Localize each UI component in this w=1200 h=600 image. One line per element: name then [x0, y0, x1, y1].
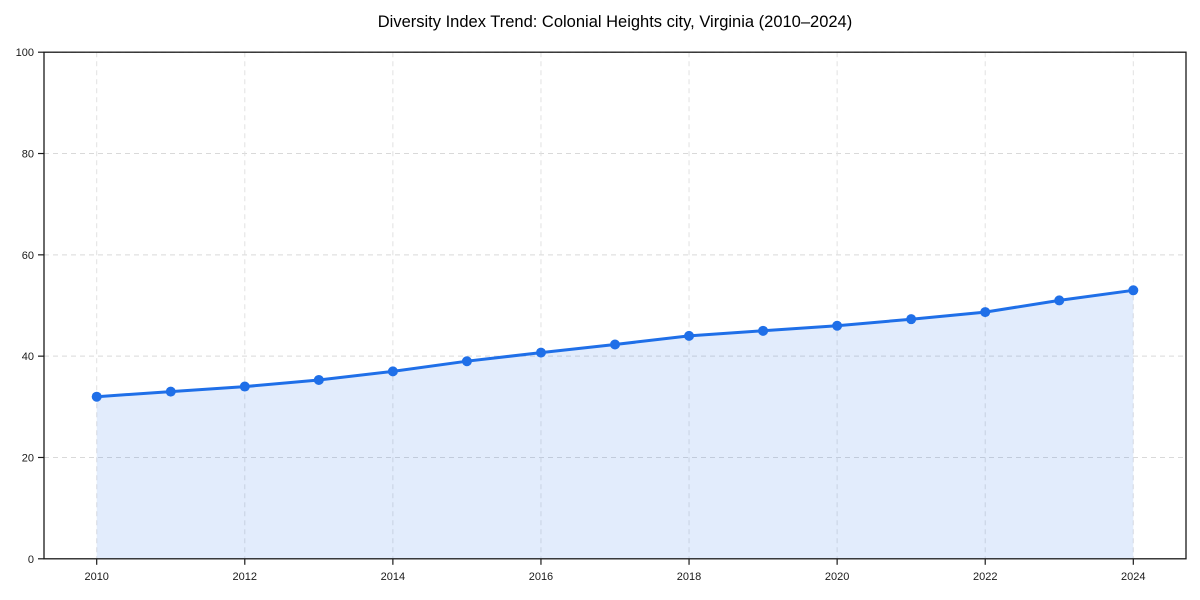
- y-axis-tick-label-80: 80: [22, 149, 34, 161]
- area-fill: [96, 290, 1134, 559]
- y-axis-tick-label-20: 20: [22, 452, 34, 464]
- data-point-2016: [535, 347, 546, 358]
- y-axis-tick-label-0: 0: [28, 554, 34, 566]
- data-point-2010: [91, 391, 102, 402]
- data-point-2021: [906, 314, 917, 325]
- data-point-2019: [758, 325, 769, 336]
- x-axis-tick-label-2016: 2016: [529, 571, 553, 583]
- x-axis-tick-label-2014: 2014: [381, 571, 405, 583]
- chart-title: Diversity Index Trend: Colonial Heights …: [377, 13, 853, 31]
- data-point-2013: [313, 374, 324, 385]
- x-axis-tick-label-2020: 2020: [825, 571, 849, 583]
- data-point-2020: [832, 320, 843, 331]
- data-point-2015: [461, 356, 472, 367]
- data-point-2022: [980, 307, 991, 318]
- y-axis-tick-label-100: 100: [16, 47, 34, 59]
- data-point-2014: [387, 366, 398, 377]
- data-point-2012: [239, 381, 250, 392]
- x-axis-tick-label-2018: 2018: [677, 571, 701, 583]
- data-point-2017: [610, 339, 620, 350]
- y-axis-tick-label-60: 60: [22, 250, 34, 262]
- y-axis-tick-label-40: 40: [22, 351, 34, 363]
- data-point-2011: [165, 386, 176, 397]
- data-point-2024: [1128, 285, 1139, 296]
- data-point-2018: [684, 330, 695, 341]
- x-axis-tick-label-2024: 2024: [1121, 571, 1145, 583]
- x-axis-tick-label-2012: 2012: [233, 571, 257, 583]
- plot-border: [43, 51, 1187, 560]
- x-axis-tick-label-2010: 2010: [84, 571, 108, 583]
- x-axis-tick-label-2022: 2022: [973, 571, 997, 583]
- data-point-2023: [1054, 295, 1065, 306]
